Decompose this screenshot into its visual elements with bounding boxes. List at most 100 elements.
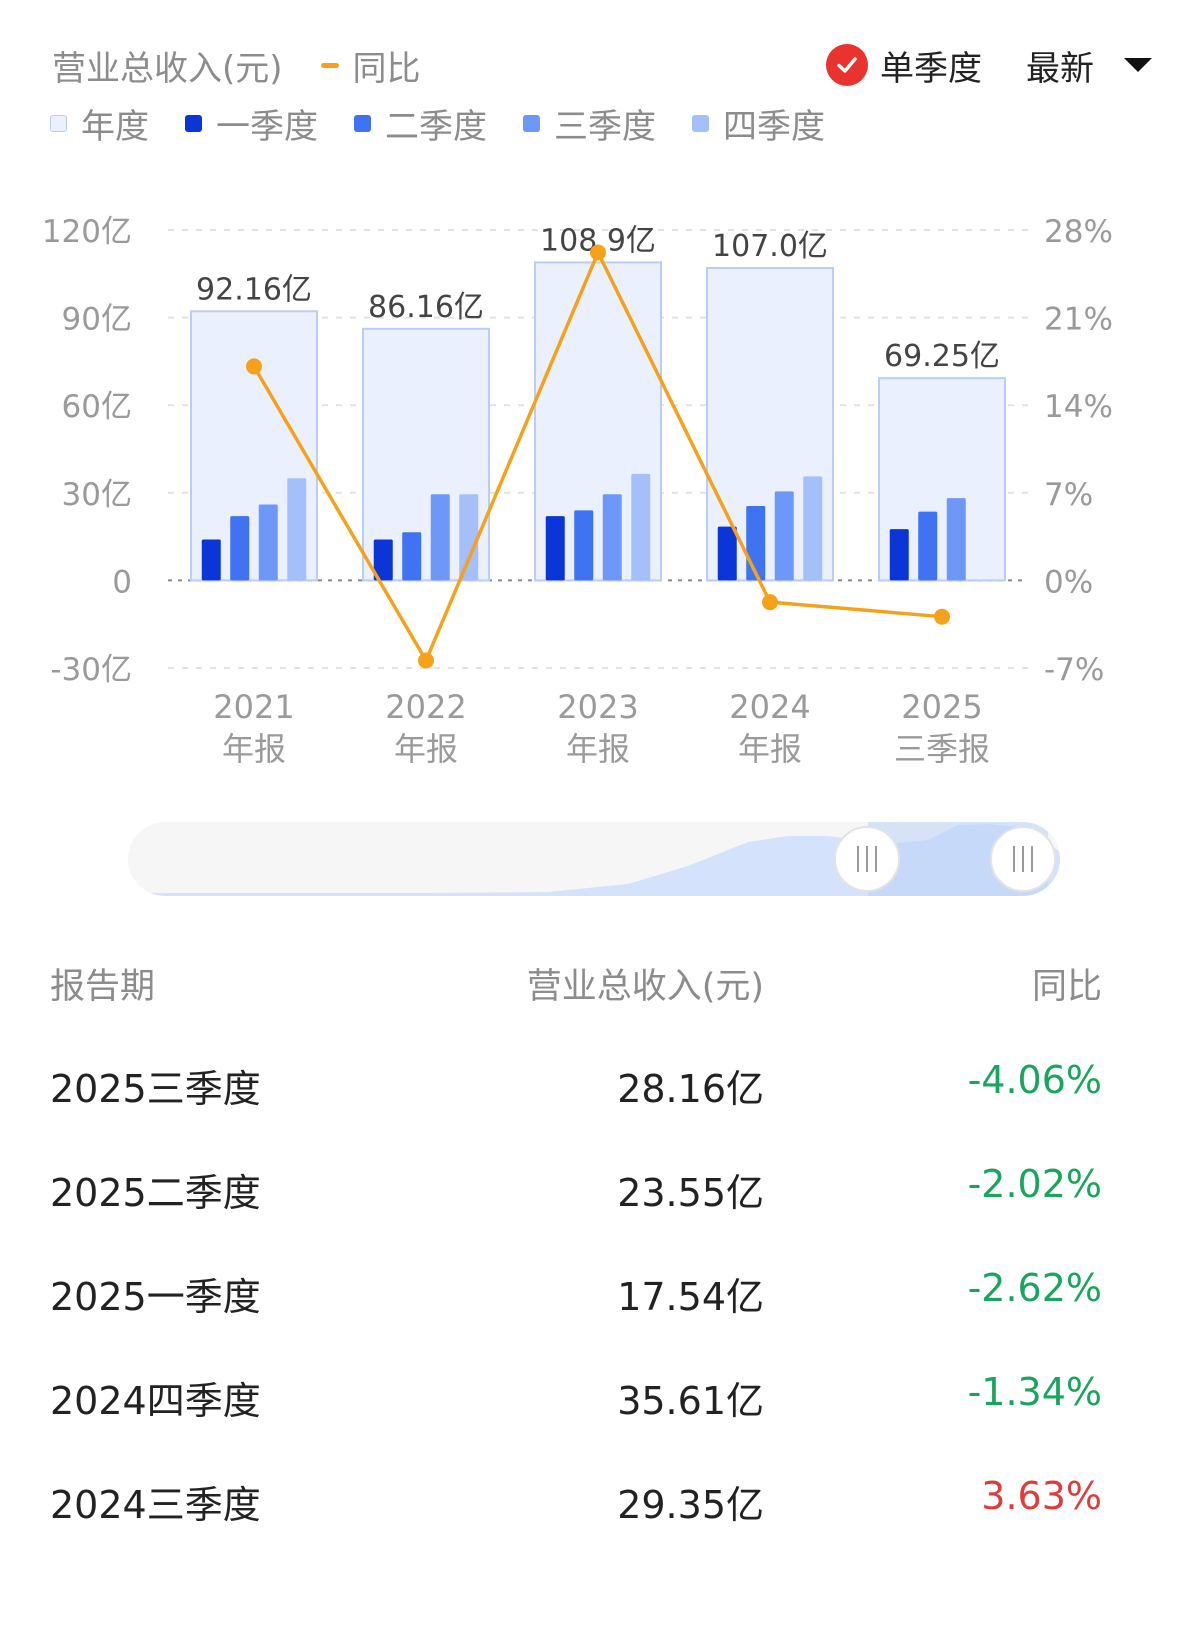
quarter-bar (803, 476, 823, 581)
quarter-bar (258, 504, 278, 581)
row-period: 2024四季度 (50, 1379, 261, 1423)
y-axis-tick-label: 60亿 (62, 389, 132, 425)
x-axis-tick-label: 年报 (566, 730, 630, 768)
yoy-point (418, 652, 434, 669)
legend-label: 四季度 (723, 106, 825, 147)
quarter-bar (946, 498, 966, 581)
legend-swatch (523, 114, 540, 132)
quarter-bar (574, 510, 594, 581)
legend-item-annual[interactable]: 年度 (50, 99, 149, 148)
revenue-chart[interactable]: -30亿 -7% 0 0% 30亿 7% 60亿 14% 90亿 21% 120亿 28% 92.16亿… (0, 190, 1200, 790)
yoy-point (934, 608, 950, 625)
legend-label: 年度 (81, 106, 149, 147)
y2-axis-tick-label: 28% (1044, 214, 1113, 250)
row-period: 2025三季度 (50, 1067, 261, 1111)
quarter-bar (430, 494, 450, 581)
x-axis-tick-label: 2021 (213, 688, 294, 726)
quarter-bar (545, 516, 565, 581)
y-axis-tick-label: 0 (112, 564, 132, 600)
range-slider-left-handle[interactable] (834, 826, 900, 892)
yoy-legend-label: 同比 (352, 48, 421, 89)
chevron-down-icon (1124, 58, 1152, 72)
legend-swatch (692, 114, 709, 132)
row-revenue: 23.55亿 (617, 1171, 764, 1215)
chart-header: 营业总收入(元) 同比 单季度 最新 (52, 40, 1152, 90)
x-axis-tick-label: 2024 (729, 688, 810, 726)
range-slider-right-handle[interactable] (990, 826, 1056, 892)
yoy-point (590, 244, 606, 261)
table-row[interactable]: 2024三季度 29.35亿 3.63% (50, 1474, 1102, 1534)
x-axis-tick-label: 2023 (557, 688, 638, 726)
column-header-yoy: 同比 (1031, 967, 1102, 1007)
x-axis-tick-label: 年报 (222, 730, 286, 768)
bar-value-label: 69.25亿 (884, 339, 1000, 374)
quarter-bar (918, 511, 938, 581)
y-axis-tick-label: 30亿 (62, 477, 132, 513)
legend-item-q1[interactable]: 一季度 (185, 99, 318, 148)
legend-swatch (185, 114, 202, 132)
table-row[interactable]: 2025一季度 17.54亿 -2.62% (50, 1266, 1102, 1326)
row-revenue: 29.35亿 (617, 1483, 764, 1527)
range-slider-track[interactable] (128, 822, 1060, 896)
table-row[interactable]: 2025二季度 23.55亿 -2.02% (50, 1162, 1102, 1222)
row-revenue: 35.61亿 (617, 1379, 764, 1423)
quarter-bar (201, 539, 221, 581)
legend-label: 三季度 (554, 106, 656, 147)
row-yoy: -1.34% (967, 1370, 1102, 1414)
bar-value-label: 107.0亿 (712, 229, 828, 264)
checkmark-icon[interactable] (826, 44, 868, 86)
row-yoy: -2.62% (967, 1266, 1102, 1310)
y-axis-tick-label: 120亿 (42, 214, 132, 250)
quarter-bar (717, 526, 737, 581)
quarter-bar (889, 529, 909, 581)
latest-label: 最新 (1026, 48, 1094, 89)
x-axis-tick-label: 年报 (394, 730, 458, 768)
legend-item-q4[interactable]: 四季度 (692, 99, 825, 148)
row-revenue: 28.16亿 (617, 1067, 764, 1111)
quarter-bar (774, 491, 794, 581)
quarter-bar (746, 505, 766, 581)
yoy-point (246, 358, 262, 375)
y2-axis-tick-label: -7% (1044, 652, 1104, 688)
x-axis-tick-label: 2025 (901, 688, 982, 726)
quarter-bar (602, 494, 622, 581)
series-legend: 年度 一季度 二季度 三季度 四季度 (50, 99, 861, 148)
table-row[interactable]: 2025三季度 28.16亿 -4.06% (50, 1058, 1102, 1118)
legend-label: 二季度 (385, 106, 487, 147)
legend-label: 一季度 (216, 106, 318, 147)
legend-swatch (354, 114, 371, 132)
quarter-bar (631, 473, 651, 581)
table-header: 报告期 营业总收入(元) 同比 (50, 958, 1102, 1008)
row-period: 2025一季度 (50, 1275, 261, 1319)
quarter-bar (373, 539, 393, 581)
y-axis-tick-label: 90亿 (62, 302, 132, 338)
table-row[interactable]: 2024四季度 35.61亿 -1.34% (50, 1370, 1102, 1430)
latest-dropdown[interactable]: 最新 (1026, 41, 1152, 90)
row-yoy: -2.02% (967, 1162, 1102, 1206)
x-axis-tick-label: 年报 (738, 730, 802, 768)
quarter-bar (459, 494, 479, 581)
legend-item-q2[interactable]: 二季度 (354, 99, 487, 148)
y-axis-tick-label: -30亿 (50, 652, 132, 688)
row-period: 2024三季度 (50, 1483, 261, 1527)
yoy-legend-marker (320, 62, 339, 68)
quarter-bar (287, 478, 307, 581)
y2-axis-tick-label: 14% (1044, 389, 1113, 425)
legend-item-q3[interactable]: 三季度 (523, 99, 656, 148)
single-quarter-toggle[interactable]: 单季度 (880, 48, 982, 89)
slider-preview-area (128, 822, 1060, 896)
bar-value-label: 92.16亿 (196, 272, 312, 307)
column-header-revenue: 营业总收入(元) (526, 967, 764, 1007)
y2-axis-tick-label: 7% (1044, 477, 1093, 513)
y2-axis-tick-label: 0% (1044, 564, 1093, 600)
y2-axis-tick-label: 21% (1044, 302, 1113, 338)
bar-value-label: 86.16亿 (368, 290, 484, 325)
x-axis-tick-label: 三季报 (894, 730, 990, 768)
column-header-period: 报告期 (50, 967, 156, 1007)
yoy-point (762, 594, 778, 611)
quarter-bar (402, 532, 422, 581)
row-revenue: 17.54亿 (617, 1275, 764, 1319)
row-period: 2025二季度 (50, 1171, 261, 1215)
row-yoy: 3.63% (981, 1474, 1102, 1518)
x-axis-tick-label: 2022 (385, 688, 466, 726)
